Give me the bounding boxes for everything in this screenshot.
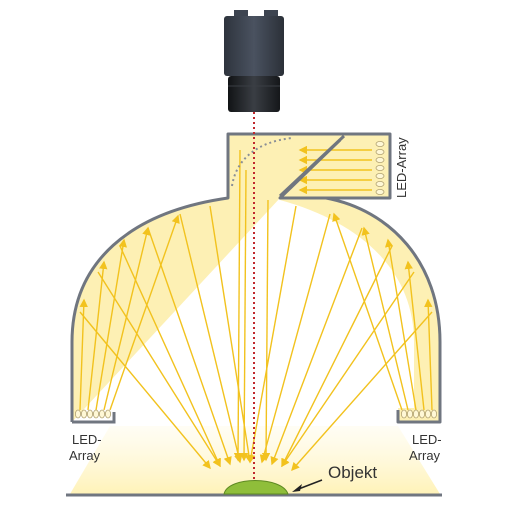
dome-outline <box>70 132 442 424</box>
light-ray <box>179 213 243 464</box>
light-ray <box>233 149 243 462</box>
light-ray <box>87 260 108 411</box>
light-ray <box>209 205 254 464</box>
led <box>400 409 407 419</box>
led <box>430 409 437 419</box>
light-ray <box>79 298 88 411</box>
left-led-bracket <box>72 412 116 424</box>
dome-body <box>72 134 440 422</box>
led <box>93 409 100 419</box>
label-led-array-right-1: LED- <box>412 432 442 447</box>
camera <box>224 10 284 112</box>
light-ray <box>259 213 331 464</box>
camera-body <box>224 16 284 76</box>
light-ray <box>332 212 403 411</box>
light-ray <box>95 238 128 411</box>
light-ray <box>247 205 297 464</box>
light-ray <box>119 245 221 468</box>
label-led-array-top: LED-Array <box>394 137 409 198</box>
light-ray <box>239 169 249 462</box>
light-ray <box>291 311 433 472</box>
led-array-right <box>400 409 437 419</box>
light-ray <box>361 226 409 411</box>
label-led-array-right-2: Array <box>409 448 441 463</box>
led <box>424 409 431 419</box>
light-ray <box>79 311 211 470</box>
label-object: Objekt <box>328 463 377 482</box>
led <box>418 409 425 419</box>
light-ray <box>103 226 151 411</box>
light-ray <box>281 271 415 468</box>
camera-lens <box>228 76 280 112</box>
light-ray <box>109 214 180 411</box>
led <box>375 180 385 187</box>
led <box>375 188 385 195</box>
led <box>375 140 385 147</box>
led-array-left <box>75 409 112 419</box>
led <box>75 409 82 419</box>
light-ray <box>404 260 425 411</box>
beam-splitter <box>278 134 346 198</box>
led <box>375 148 385 155</box>
label-led-array-left-1: LED- <box>72 432 102 447</box>
led <box>406 409 413 419</box>
light-ray <box>270 227 363 466</box>
led-array-top <box>375 140 385 195</box>
light-ray <box>97 271 221 468</box>
led <box>105 409 112 419</box>
led <box>412 409 419 419</box>
led <box>375 164 385 171</box>
led <box>87 409 94 419</box>
light-ray <box>147 227 232 466</box>
light-ray <box>281 245 393 468</box>
light-rays <box>79 145 433 472</box>
light-ray <box>261 199 271 462</box>
led <box>99 409 106 419</box>
led <box>375 156 385 163</box>
object-shape <box>223 480 289 495</box>
light-ray <box>424 298 433 411</box>
led <box>375 172 385 179</box>
led <box>81 409 88 419</box>
label-led-array-left-2: Array <box>69 448 101 463</box>
light-ray <box>384 238 417 411</box>
